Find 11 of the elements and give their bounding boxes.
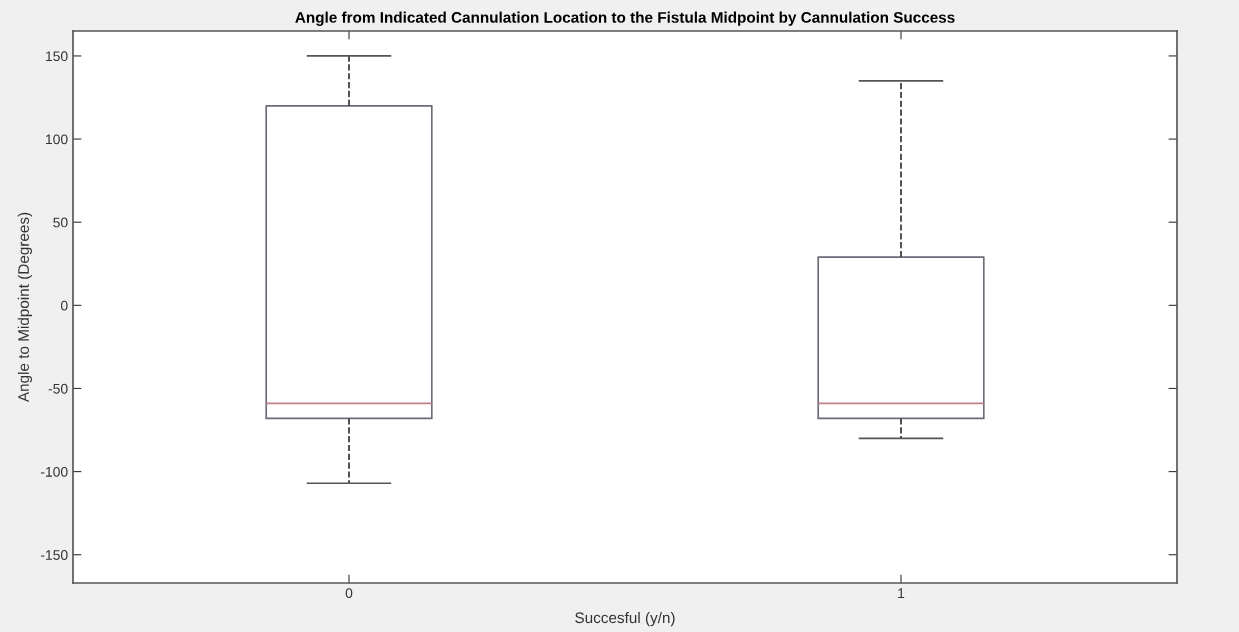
y-tick-label: -50 (48, 383, 68, 394)
chart-title: Angle from Indicated Cannulation Location to the Fistula Midpoint by Cannulation Success (295, 11, 955, 26)
y-tick-label: -150 (40, 550, 68, 560)
y-tick-label: 0 (60, 300, 68, 311)
y-tick-label: 50 (53, 217, 68, 228)
y-tick-label: -100 (40, 466, 68, 477)
x-tick-label: 1 (898, 588, 905, 598)
x-axis-title: Succesful (y/n) (575, 611, 675, 627)
y-axis-title: Angle to Midpoint (Degrees) (17, 212, 33, 403)
y-tick-label: 100 (46, 134, 68, 145)
y-tick-label: 150 (46, 51, 68, 62)
